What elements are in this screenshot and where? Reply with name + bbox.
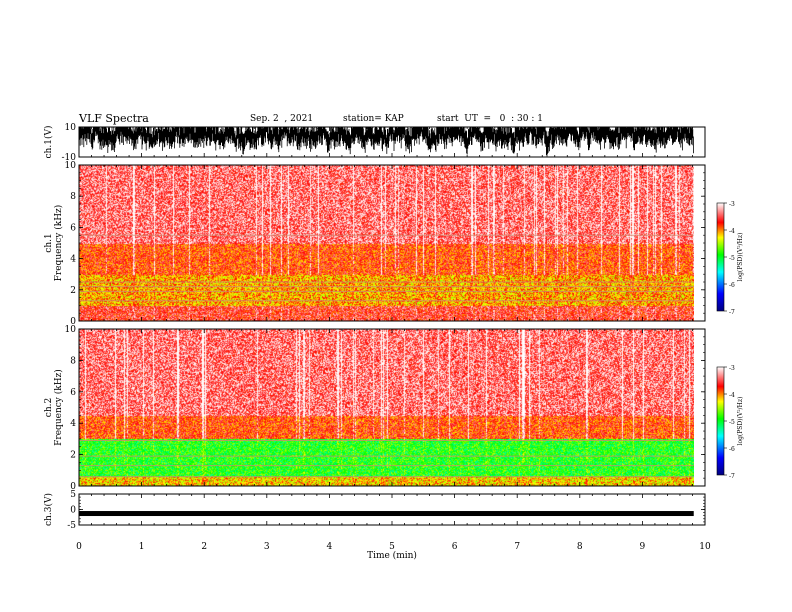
xtick-label: 1 — [139, 542, 145, 552]
x-axis-label: Time (min) — [367, 550, 417, 561]
ch1-spec-ytick-label: 8 — [70, 192, 76, 202]
xtick-label: 10 — [699, 542, 711, 552]
ch2-spec-ytick-label: 0 — [70, 482, 76, 492]
ch1-wave-ytick-label: -10 — [62, 153, 77, 163]
ch1-wave-ytick-label: 10 — [65, 123, 77, 133]
colorbar-2 — [716, 366, 725, 476]
colorbar-tick-label: -5 — [729, 255, 735, 262]
ch2-spec-ytick-label: 2 — [70, 451, 76, 461]
colorbar-tick-label: -6 — [729, 446, 735, 453]
ch2-spec-ytick-label: 4 — [70, 419, 76, 429]
start-time-label: start UT = 0 : 30 : 1 — [437, 114, 543, 124]
ch2-spec-ytick-label: 10 — [65, 325, 77, 335]
xtick-label: 3 — [264, 542, 270, 552]
panel-frame-4 — [78, 493, 706, 526]
colorbar-label: log(PSD)(V²/Hz) — [737, 397, 744, 446]
ch1-spec-ytick-label: 2 — [70, 286, 76, 296]
xtick-label: 5 — [389, 542, 395, 552]
ch1-waveform-trace — [78, 127, 694, 157]
ch1-spec-ylabel-0: ch.1 — [44, 233, 54, 252]
ch1-spec-ytick-label: 4 — [70, 255, 76, 265]
ch2-spec-ytick-label: 8 — [70, 356, 76, 366]
colorbar-tick-label: -4 — [729, 228, 735, 235]
ch3-waveform-trace — [79, 511, 694, 517]
ch3-wave-ytick-label: 0 — [70, 506, 76, 516]
ch2-spec-ylabel-0: ch.2 — [44, 398, 54, 417]
xtick-label: 9 — [640, 542, 646, 552]
ch3-wave-ytick-label: -5 — [67, 521, 76, 531]
ch2-spec-ytick-label: 6 — [70, 388, 76, 398]
ch2-spectrogram-image — [79, 329, 694, 486]
ch1-spec-ytick-label: 6 — [70, 223, 76, 233]
ch1-spectrogram-image — [79, 165, 694, 321]
ch1-spec-ylabel-1: Frequency (kHz) — [53, 205, 64, 282]
colorbar-tick-label: -7 — [729, 309, 735, 316]
colorbar-label: log(PSD)(V²/Hz) — [737, 233, 744, 282]
ch2-spec-ylabel-1: Frequency (kHz) — [53, 369, 64, 446]
xtick-label: 7 — [514, 542, 520, 552]
colorbar-tick-label: -3 — [729, 201, 735, 208]
xtick-label: 6 — [452, 542, 458, 552]
date-label: Sep. 2 , 2021 — [250, 114, 314, 124]
ch3-wave-ylabel: ch.3(V) — [43, 493, 54, 526]
station-label: station= KAP — [343, 114, 404, 124]
colorbar-1 — [716, 202, 725, 312]
colorbar-tick-label: -5 — [729, 419, 735, 426]
colorbar-tick-label: -3 — [729, 365, 735, 372]
xtick-label: 0 — [76, 542, 82, 552]
xtick-label: 8 — [577, 542, 583, 552]
figure-title: VLF Spectra — [79, 112, 149, 125]
colorbar-tick-label: -7 — [729, 473, 735, 480]
xtick-label: 2 — [201, 542, 207, 552]
ch1-spec-ytick-label: 0 — [70, 317, 76, 327]
ch3-wave-ytick-label: 5 — [70, 490, 76, 500]
ch1-wave-ylabel: ch.1(V) — [43, 126, 54, 159]
colorbar-tick-label: -4 — [729, 392, 735, 399]
xtick-label: 4 — [327, 542, 333, 552]
ch1-spec-ytick-label: 10 — [65, 161, 77, 171]
colorbar-tick-label: -6 — [729, 282, 735, 289]
